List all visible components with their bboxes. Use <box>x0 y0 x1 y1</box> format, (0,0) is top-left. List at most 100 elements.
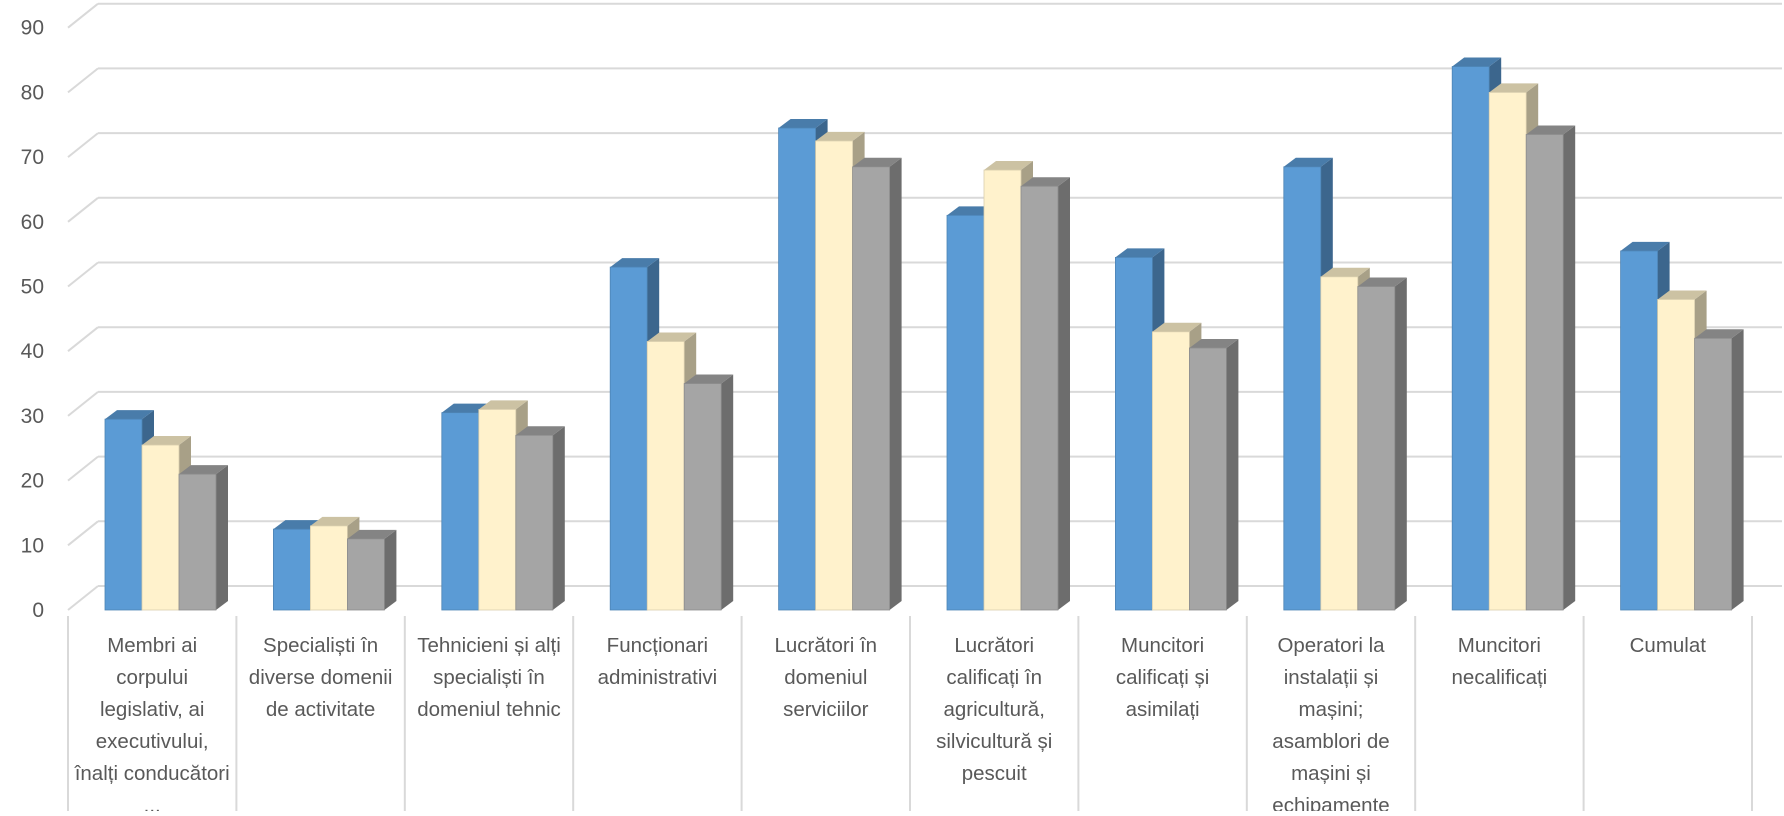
bar-top <box>1320 267 1370 277</box>
bar-top <box>310 516 360 526</box>
gridline-depth <box>67 391 99 417</box>
bar-front <box>1620 250 1658 611</box>
bar-front <box>646 341 685 611</box>
bar-front <box>683 383 722 611</box>
category-label: Muncitori necalificați <box>1451 634 1548 689</box>
bar-top <box>1694 329 1744 339</box>
category-label: Specialiști în diverse domenii de activi… <box>248 634 393 721</box>
bar <box>1357 277 1407 611</box>
y-tick-label: 50 <box>21 276 44 299</box>
bar-front <box>478 409 517 611</box>
bar <box>1694 329 1744 611</box>
gridline-depth <box>67 261 99 288</box>
y-tick-label: 90 <box>21 17 44 40</box>
category-label: Operatori la instalații și mașini; asamb… <box>1272 634 1390 811</box>
bar-top <box>1620 241 1670 251</box>
bar-top <box>1189 338 1239 348</box>
y-tick-label: 20 <box>21 470 44 493</box>
category-label: Lucrători calificați în agricultură, sil… <box>936 634 1053 785</box>
bar-top <box>179 465 228 475</box>
bar-side <box>1226 338 1239 610</box>
bar-front <box>852 166 890 611</box>
bar-front <box>272 528 311 611</box>
gridline-depth <box>67 197 99 223</box>
bar-top <box>1526 125 1576 135</box>
bar-front <box>1320 276 1359 611</box>
bar-top <box>778 118 828 128</box>
gridline-depth <box>67 455 99 482</box>
bar-side <box>721 374 734 610</box>
bar-top <box>1657 290 1707 300</box>
category-label: Funcționari administrativi <box>597 634 718 689</box>
bar <box>515 426 565 611</box>
gridline-depth <box>67 67 99 94</box>
bar-top <box>1452 57 1502 67</box>
bar-side <box>1058 177 1070 610</box>
bar-front <box>1657 299 1695 611</box>
bar-side <box>1394 277 1407 610</box>
bar <box>683 374 734 611</box>
bar-front <box>609 266 648 611</box>
bar <box>1189 338 1239 611</box>
category-label: Membri ai corpului legislativ, ai execut… <box>74 634 230 811</box>
bar-top <box>1115 248 1165 258</box>
bar-front <box>1451 66 1490 611</box>
bar-side <box>1563 125 1576 610</box>
y-tick-label: 10 <box>21 534 44 557</box>
bar-front <box>778 127 816 611</box>
bar-top <box>347 529 397 539</box>
bar-front <box>815 140 853 611</box>
bar-top <box>105 410 154 420</box>
bar-front <box>441 412 480 611</box>
bar-front <box>1357 286 1396 611</box>
bar-front <box>1189 347 1227 611</box>
bar-front <box>1283 166 1322 611</box>
bar <box>1020 177 1070 611</box>
bar-side <box>1731 329 1744 610</box>
gridline-depth <box>67 326 99 352</box>
gridline-depth <box>67 132 99 158</box>
bar <box>1525 125 1576 611</box>
bar-front <box>1020 185 1059 611</box>
bar-side <box>889 157 902 610</box>
bar-front <box>946 214 985 611</box>
y-tick-label: 40 <box>21 340 44 363</box>
bar-top <box>142 436 191 446</box>
bar-front <box>1525 134 1564 611</box>
bar-top <box>684 374 734 384</box>
bar-front <box>104 418 143 611</box>
bar-front <box>1115 256 1153 611</box>
gridline-depth <box>67 520 99 547</box>
bar-front <box>1152 331 1190 611</box>
bar-front <box>1488 92 1527 611</box>
bars <box>104 57 1744 611</box>
bar-side <box>384 529 397 610</box>
bar-front <box>309 525 348 611</box>
bar-top <box>1283 157 1333 167</box>
bar <box>178 465 228 611</box>
bar-top <box>1357 277 1407 287</box>
y-tick-label: 60 <box>21 211 44 234</box>
bar-front <box>515 434 554 611</box>
bar-side <box>216 465 228 610</box>
bar-front <box>983 169 1022 611</box>
y-tick-label: 0 <box>32 599 44 622</box>
bar-front <box>1694 337 1732 611</box>
bar-top <box>1152 322 1202 332</box>
y-tick-label: 70 <box>21 146 44 169</box>
bar-front <box>346 538 385 611</box>
category-label: Muncitori calificați și asimilați <box>1115 634 1210 721</box>
bar-side <box>552 426 565 610</box>
category-label: Cumulat <box>1629 634 1706 657</box>
category-label: Tehnicieni și alți specialiști în domeni… <box>417 634 561 721</box>
bar-front <box>178 473 217 611</box>
bar <box>852 157 902 611</box>
bar <box>346 529 397 611</box>
bar-top <box>478 400 528 410</box>
bar-top <box>1489 83 1539 93</box>
bar-top <box>852 157 902 167</box>
y-axis-ticks: 0 10 20 30 40 50 60 70 80 90 <box>21 17 44 622</box>
bar-top <box>984 161 1033 171</box>
category-label: Lucrători în domeniul serviciilor <box>774 634 878 721</box>
